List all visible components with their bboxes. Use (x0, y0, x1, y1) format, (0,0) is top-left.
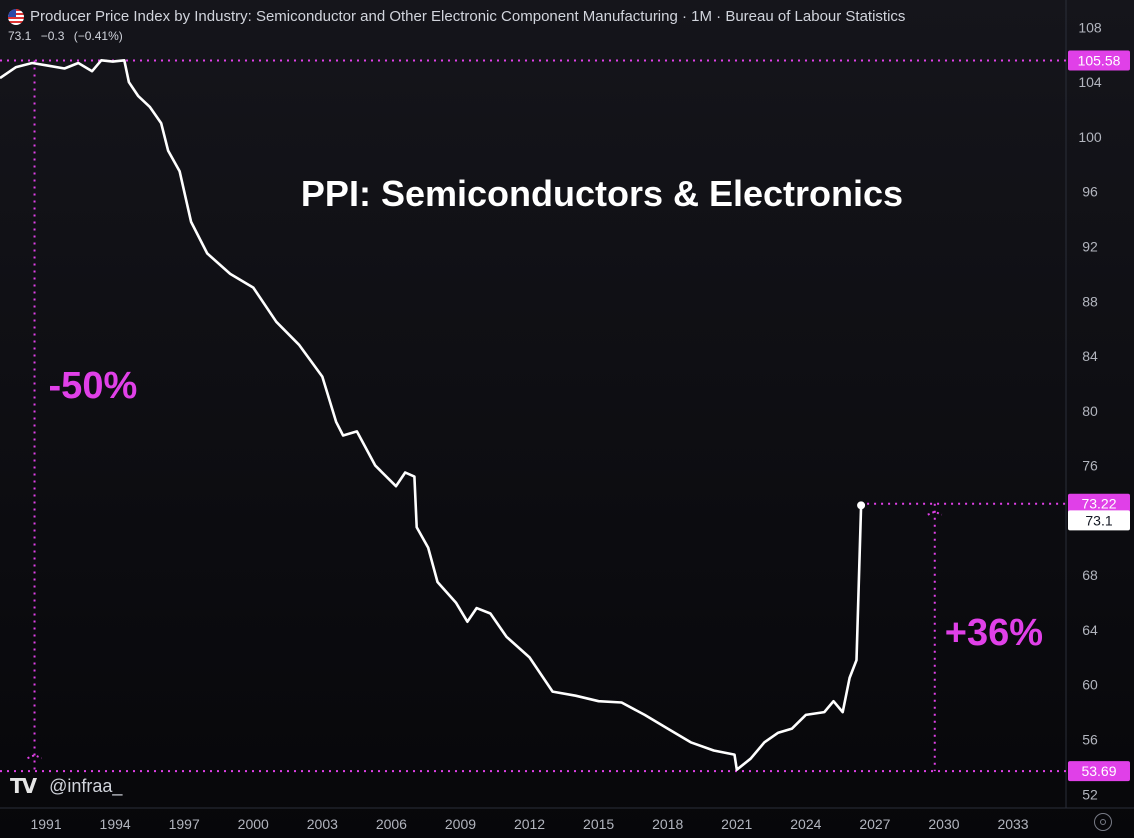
change-percent: (−0.41%) (73, 29, 123, 43)
x-tick-label: 1997 (169, 816, 200, 832)
x-tick-label: 2027 (859, 816, 890, 832)
us-flag-icon (8, 8, 24, 25)
x-tick-label: 2000 (238, 816, 269, 832)
y-tick-label: 68 (1082, 567, 1098, 583)
tradingview-logo-icon[interactable]: TV (10, 774, 37, 798)
y-tick-label: 52 (1082, 786, 1098, 802)
x-tick-label: 2015 (583, 816, 614, 832)
y-tick-label: 84 (1082, 348, 1098, 364)
price-label: 53.69 (1081, 763, 1116, 779)
y-tick-label: 64 (1082, 622, 1098, 638)
x-tick-label: 2003 (307, 816, 338, 832)
x-tick-label: 1991 (30, 816, 61, 832)
x-tick-label: 2006 (376, 816, 407, 832)
x-tick-label: 2030 (928, 816, 959, 832)
y-tick-label: 60 (1082, 677, 1098, 693)
chart-title: PPI: Semiconductors & Electronics (301, 173, 903, 214)
annotation-label: -50% (49, 365, 138, 407)
y-tick-label: 56 (1082, 732, 1098, 748)
x-tick-label: 2012 (514, 816, 545, 832)
change-value: −0.3 (40, 29, 65, 43)
y-tick-label: 100 (1078, 129, 1102, 145)
chart-header: Producer Price Index by Industry: Semico… (8, 8, 905, 43)
last-value: 73.1 (8, 29, 32, 43)
x-tick-label: 2021 (721, 816, 752, 832)
gear-icon[interactable] (1094, 813, 1112, 831)
y-tick-label: 96 (1082, 184, 1098, 200)
price-label: 73.22 (1081, 496, 1116, 512)
annotation-label: +36% (945, 612, 1043, 654)
y-tick-label: 76 (1082, 458, 1098, 474)
y-tick-label: 108 (1078, 19, 1102, 35)
last-point-marker (857, 501, 866, 510)
x-tick-label: 2009 (445, 816, 476, 832)
y-tick-label: 104 (1078, 74, 1102, 90)
price-label-box (1068, 493, 1130, 514)
x-tick-label: 2033 (997, 816, 1028, 832)
y-tick-label: 80 (1082, 403, 1098, 419)
price-label: 105.58 (1078, 53, 1121, 69)
footer-branding: TV @infraa_ (10, 774, 122, 798)
chart-symbol-title[interactable]: Producer Price Index by Industry: Semico… (30, 8, 906, 25)
ppi-series-line[interactable] (0, 58, 863, 772)
current-price-label: 73.1 (1085, 512, 1112, 528)
price-label-box (1068, 761, 1130, 782)
price-label-box (1068, 50, 1130, 71)
y-tick-label: 88 (1082, 293, 1098, 309)
author-handle: @infraa_ (49, 775, 123, 796)
current-price-box (1068, 510, 1130, 531)
x-tick-label: 2018 (652, 816, 683, 832)
y-tick-label: 92 (1082, 239, 1098, 255)
x-tick-label: 2024 (790, 816, 821, 832)
x-tick-label: 1994 (100, 816, 131, 832)
